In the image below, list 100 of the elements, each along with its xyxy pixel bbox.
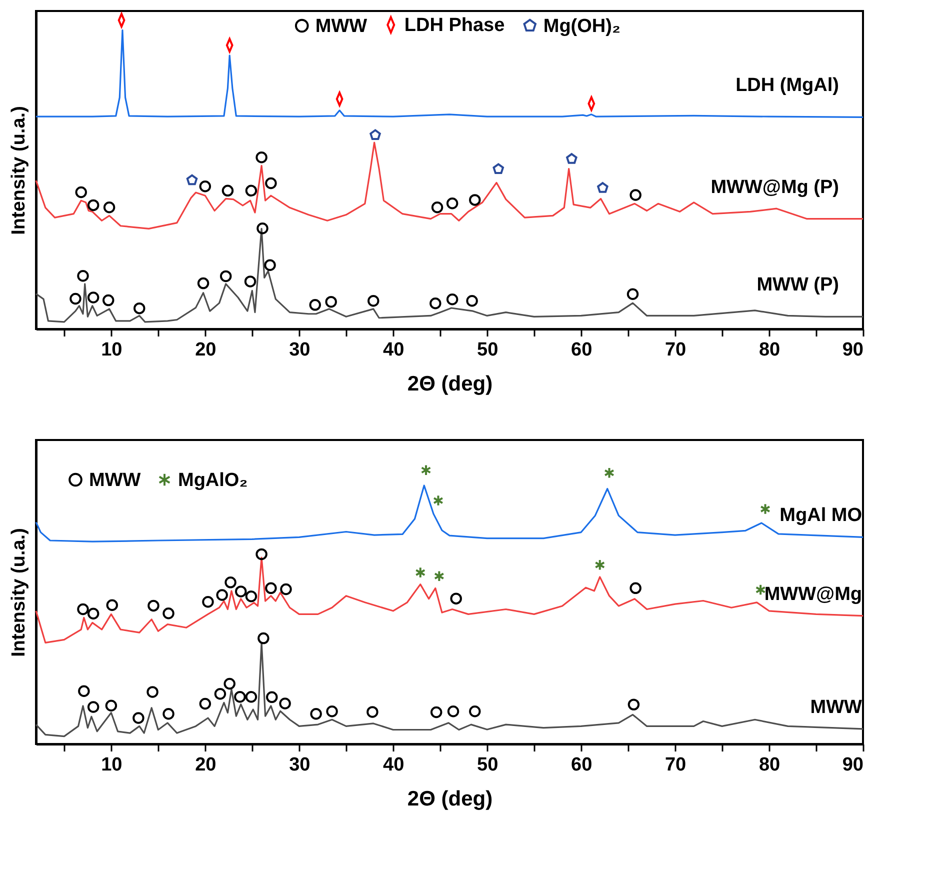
point bbox=[162, 708, 174, 720]
point bbox=[469, 194, 481, 206]
point bbox=[214, 688, 226, 700]
x-tick-label: 30 bbox=[289, 754, 310, 776]
point bbox=[245, 184, 258, 197]
point bbox=[309, 299, 321, 311]
point bbox=[370, 129, 381, 140]
series-label: MWW@Mg (P) bbox=[710, 176, 839, 198]
legend-label: MWW bbox=[315, 16, 368, 37]
point bbox=[256, 548, 268, 560]
point bbox=[630, 582, 642, 594]
series-label: MWW@Mg bbox=[764, 584, 862, 605]
x-tick-label: 50 bbox=[477, 754, 498, 776]
x-tick-label: 60 bbox=[571, 340, 592, 360]
y-axis-title: Intensity (u.a.) bbox=[8, 528, 30, 657]
point bbox=[626, 288, 639, 300]
x-tick-label: 20 bbox=[195, 754, 216, 776]
series-label: MWW bbox=[810, 696, 862, 718]
point bbox=[466, 295, 478, 307]
point bbox=[258, 632, 270, 644]
x-tick-label: 10 bbox=[101, 754, 122, 776]
x-tick-label: 80 bbox=[758, 340, 780, 360]
point bbox=[433, 494, 444, 506]
point bbox=[224, 576, 236, 588]
point bbox=[148, 600, 160, 612]
x-axis-title: 2Θ (deg) bbox=[407, 788, 493, 810]
point bbox=[245, 691, 258, 703]
point bbox=[216, 589, 228, 601]
point bbox=[220, 270, 232, 282]
point bbox=[87, 701, 100, 713]
point bbox=[430, 706, 442, 718]
point bbox=[566, 153, 578, 164]
point bbox=[234, 586, 247, 598]
point bbox=[594, 559, 606, 571]
x-axis-title: 2Θ (deg) bbox=[407, 372, 493, 396]
point bbox=[87, 292, 100, 304]
x-tick-label: 50 bbox=[477, 340, 498, 360]
point bbox=[132, 712, 144, 724]
legend-label: MWW bbox=[89, 470, 141, 491]
point bbox=[368, 295, 380, 307]
point bbox=[280, 583, 292, 596]
point bbox=[430, 298, 442, 310]
point bbox=[266, 691, 278, 704]
x-tick-label: 40 bbox=[383, 754, 404, 776]
x-tick-label: 90 bbox=[842, 754, 864, 776]
series-label: MWW (P) bbox=[756, 274, 839, 296]
x-tick-label: 30 bbox=[289, 340, 310, 360]
point bbox=[199, 180, 212, 192]
point bbox=[604, 466, 614, 479]
x-tick-label: 90 bbox=[842, 340, 864, 360]
point bbox=[256, 222, 268, 234]
point bbox=[78, 685, 90, 698]
point bbox=[70, 292, 82, 305]
point bbox=[134, 302, 146, 314]
x-tick-label: 20 bbox=[195, 340, 216, 360]
point bbox=[265, 177, 277, 190]
legend-label: MgAlO₂ bbox=[178, 470, 248, 491]
point bbox=[75, 186, 87, 198]
point bbox=[222, 184, 234, 197]
point bbox=[431, 201, 444, 214]
point bbox=[760, 503, 770, 515]
x-tick-label: 40 bbox=[383, 340, 404, 360]
point bbox=[310, 708, 322, 720]
point bbox=[450, 592, 462, 604]
point bbox=[755, 584, 766, 596]
point bbox=[415, 566, 426, 578]
point bbox=[492, 163, 504, 174]
point bbox=[434, 570, 444, 582]
point bbox=[197, 277, 210, 290]
point bbox=[87, 199, 100, 212]
point bbox=[162, 608, 174, 620]
point bbox=[628, 698, 640, 710]
point bbox=[234, 691, 246, 703]
point bbox=[224, 678, 236, 690]
x-tick-label: 10 bbox=[101, 340, 122, 360]
point bbox=[446, 197, 458, 210]
x-tick-label: 80 bbox=[758, 754, 780, 776]
point bbox=[366, 706, 378, 718]
y-axis-title: Intensity (u.a.) bbox=[8, 106, 30, 235]
point bbox=[199, 698, 212, 710]
legend-label: LDH Phase bbox=[404, 14, 505, 36]
point bbox=[105, 700, 118, 712]
point bbox=[103, 201, 116, 214]
x-tick-label: 70 bbox=[664, 340, 686, 360]
point bbox=[186, 174, 198, 186]
point bbox=[265, 582, 277, 594]
point bbox=[202, 596, 214, 608]
point bbox=[245, 590, 258, 602]
point bbox=[102, 294, 114, 306]
point bbox=[325, 296, 337, 308]
point bbox=[77, 270, 89, 282]
point bbox=[326, 706, 338, 718]
point bbox=[630, 189, 642, 201]
point bbox=[244, 276, 256, 288]
point bbox=[597, 182, 608, 193]
point bbox=[420, 464, 432, 476]
point bbox=[77, 603, 89, 616]
series-label: MgAl MO bbox=[780, 505, 862, 526]
point bbox=[106, 599, 118, 612]
point bbox=[446, 294, 458, 306]
